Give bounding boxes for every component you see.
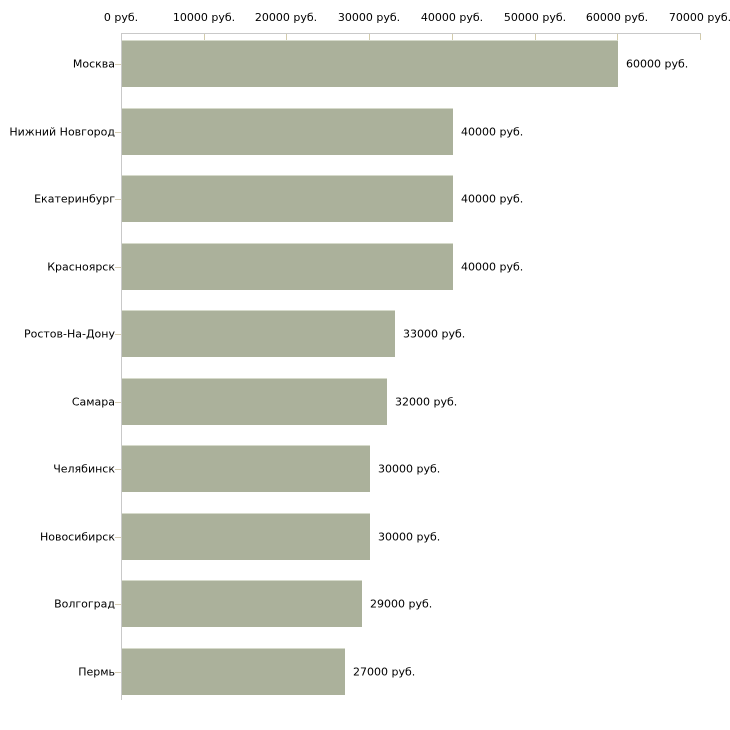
y-axis-tick	[115, 402, 121, 403]
bar	[122, 108, 453, 155]
y-axis-tick	[115, 199, 121, 200]
bar	[122, 243, 453, 290]
y-axis-line	[121, 33, 122, 700]
value-label: 30000 руб.	[378, 530, 441, 544]
x-axis-tick	[286, 34, 287, 40]
value-label: 30000 руб.	[378, 462, 441, 476]
x-axis-tick-label: 60000 руб.	[585, 11, 649, 24]
category-label: Самара	[71, 395, 115, 409]
x-axis-tick-label: 20000 руб.	[254, 11, 318, 24]
x-axis-tick-label: 70000 руб.	[668, 11, 730, 24]
value-label: 40000 руб.	[461, 125, 524, 139]
y-axis-tick	[115, 672, 121, 673]
x-axis-tick	[452, 34, 453, 40]
category-label: Челябинск	[53, 462, 115, 476]
category-label: Ростов-На-Дону	[23, 327, 115, 341]
category-label: Нижний Новгород	[9, 125, 115, 139]
bar	[122, 378, 387, 425]
x-axis-tick-label: 30000 руб.	[337, 11, 401, 24]
category-label: Волгоград	[54, 597, 115, 611]
x-axis-tick	[617, 34, 618, 40]
value-label: 40000 руб.	[461, 260, 524, 274]
x-axis-tick-label: 10000 руб.	[172, 11, 236, 24]
bar	[122, 175, 453, 222]
x-axis-tick	[369, 34, 370, 40]
category-label: Пермь	[78, 665, 115, 679]
x-axis-line	[121, 33, 701, 34]
x-axis-tick	[204, 34, 205, 40]
bar	[122, 648, 345, 695]
value-label: 40000 руб.	[461, 192, 524, 206]
bar	[122, 445, 370, 492]
y-axis-tick	[115, 132, 121, 133]
y-axis-tick	[115, 537, 121, 538]
y-axis-tick	[115, 267, 121, 268]
x-axis-tick	[700, 34, 701, 40]
value-label: 32000 руб.	[395, 395, 458, 409]
x-axis-tick-label: 0 руб.	[103, 11, 139, 24]
bar	[122, 580, 362, 627]
category-label: Екатеринбург	[34, 192, 115, 206]
bar	[122, 40, 618, 87]
y-axis-tick	[115, 64, 121, 65]
category-label: Москва	[72, 57, 115, 71]
y-axis-tick	[115, 469, 121, 470]
category-label: Новосибирск	[39, 530, 115, 544]
x-axis-tick-label: 50000 руб.	[503, 11, 567, 24]
x-axis-tick-label: 40000 руб.	[420, 11, 484, 24]
x-axis-tick	[535, 34, 536, 40]
bar	[122, 513, 370, 560]
y-axis-tick	[115, 604, 121, 605]
bar	[122, 310, 395, 357]
value-label: 33000 руб.	[403, 327, 466, 341]
value-label: 27000 руб.	[353, 665, 416, 679]
value-label: 60000 руб.	[626, 57, 689, 71]
value-label: 29000 руб.	[370, 597, 433, 611]
y-axis-tick	[115, 334, 121, 335]
category-label: Красноярск	[47, 260, 115, 274]
